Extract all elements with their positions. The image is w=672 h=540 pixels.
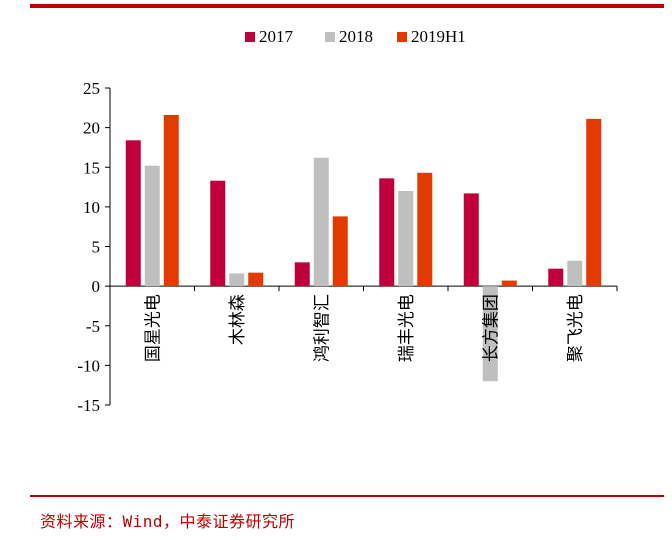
legend-swatch-2018 <box>325 32 335 42</box>
legend-label-2018: 2018 <box>339 27 373 46</box>
legend-label-2019H1: 2019H1 <box>411 27 466 46</box>
y-tick-label: -10 <box>77 356 100 375</box>
y-tick-label: 25 <box>83 79 100 98</box>
bar-2017-4 <box>463 193 479 287</box>
bar-2017-0 <box>125 140 141 287</box>
bar-chart: -15 -10 -5 0 5 10 15 20 25 国星光电 木林森 鸿利智汇 瑞丰光电 长方集团 聚飞光… <box>77 27 618 415</box>
bar-2019H1-0 <box>163 114 179 287</box>
y-tick-label: 0 <box>92 277 101 296</box>
y-tick-label: 20 <box>83 119 100 138</box>
bar-2019H1-4 <box>501 280 517 287</box>
bar-2017-3 <box>379 178 395 287</box>
bar-2019H1-5 <box>586 118 602 287</box>
source-note: 资料来源：Wind，中泰证券研究所 <box>40 512 296 531</box>
bar-2018-3 <box>398 191 414 287</box>
bar-2019H1-3 <box>417 172 433 287</box>
bar-2018-1 <box>229 273 245 287</box>
bottom-rule <box>30 495 664 497</box>
bar-2017-2 <box>294 262 310 287</box>
y-tick-label: 5 <box>92 238 101 257</box>
legend-label-2017: 2017 <box>259 27 294 46</box>
bar-2019H1-2 <box>332 216 348 287</box>
category-label: 鸿利智汇 <box>312 294 331 362</box>
category-label: 聚飞光电 <box>566 294 585 362</box>
bar-2017-1 <box>210 180 226 287</box>
bar-2019H1-1 <box>248 272 264 287</box>
y-tick-label: 15 <box>83 158 100 177</box>
category-label: 瑞丰光电 <box>397 294 416 362</box>
top-rule <box>30 4 664 8</box>
bar-2018-0 <box>144 165 160 287</box>
bar-2018-2 <box>313 157 329 287</box>
category-label: 木林森 <box>228 294 247 345</box>
y-tick-label: -15 <box>77 396 100 415</box>
category-label: 国星光电 <box>143 294 162 362</box>
legend-swatch-2017 <box>245 32 255 42</box>
legend-swatch-2019H1 <box>397 32 407 42</box>
bar-2018-5 <box>567 260 583 287</box>
category-label: 长方集团 <box>481 294 500 362</box>
bar-2017-5 <box>548 268 564 287</box>
y-tick-label: 10 <box>83 198 100 217</box>
y-tick-label: -5 <box>86 317 100 336</box>
bar-2018-4 <box>482 286 498 382</box>
